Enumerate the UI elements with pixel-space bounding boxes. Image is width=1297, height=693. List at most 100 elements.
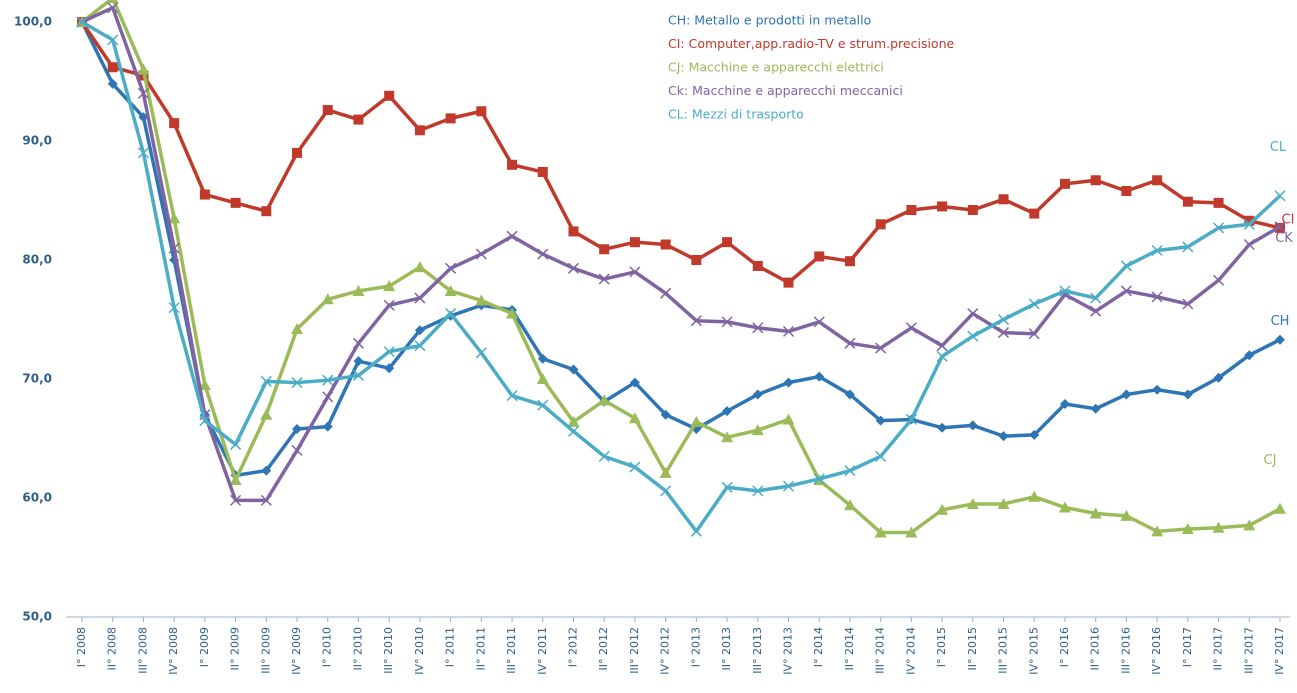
series [76,2,1286,506]
x-tick-label: III° 2011 [505,627,518,674]
legend-entry: CH: Metallo e prodotti in metallo [668,13,871,28]
marker [1028,490,1041,502]
x-tick-label: I° 2009 [198,627,211,667]
marker [107,34,119,46]
marker [1243,238,1255,251]
marker [752,389,763,400]
marker [998,431,1009,442]
marker [998,327,1010,339]
x-tick-label: II° 2012 [597,627,610,670]
x-tick-label: IV° 2013 [782,627,795,675]
marker [1182,389,1193,400]
marker [814,371,825,382]
x-tick-label: IV° 2011 [536,627,549,675]
marker [137,87,149,99]
marker [1274,190,1286,202]
marker [414,125,425,136]
marker [1151,525,1164,537]
marker [967,205,978,216]
marker [844,389,855,400]
end-label: CI [1282,212,1295,227]
marker [751,424,764,436]
marker [752,485,764,497]
marker [169,118,180,129]
marker [752,322,764,334]
legend-entry: CJ: Macchine e apparecchi elettrici [668,60,884,75]
marker [782,480,795,492]
marker [1090,292,1102,304]
marker [1151,291,1163,303]
marker [1182,196,1193,207]
marker [905,322,917,334]
marker [690,415,703,427]
series [77,17,1285,288]
marker [937,201,948,212]
marker [874,526,887,538]
x-tick-label: II° 2010 [351,627,364,670]
marker [783,377,794,388]
marker [536,373,549,384]
marker [383,280,396,292]
x-tick-label: III° 2014 [874,627,887,674]
marker [292,147,303,158]
x-tick-label: II° 2008 [106,627,119,670]
marker [721,481,733,493]
marker [1121,389,1132,400]
marker [1120,509,1133,521]
marker [106,0,119,4]
marker [137,147,149,159]
marker [353,356,364,367]
marker [843,499,856,511]
legend-entry: CI: Computer,app.radio-TV e strum.precis… [668,36,955,51]
x-tick-label: II° 2013 [720,627,733,670]
x-tick-label: III° 2010 [382,627,395,674]
end-label: CH [1271,314,1290,329]
marker [752,260,763,271]
marker [168,242,180,254]
marker [475,347,487,359]
x-tick-label: I° 2016 [1058,627,1071,667]
legend-entry: Ck: Macchine e apparecchi meccanici [668,83,903,98]
marker [690,315,702,327]
marker [567,415,580,427]
marker [967,308,979,320]
marker [905,526,918,538]
y-tick-label: 50,0 [22,610,52,624]
y-tick-label: 80,0 [22,253,52,267]
marker [506,307,519,319]
marker [1152,384,1163,395]
marker [998,194,1009,205]
marker [291,377,303,389]
marker [721,316,733,328]
marker [660,409,671,420]
x-tick-label: III° 2016 [1119,627,1132,674]
marker [321,293,334,305]
marker [629,237,640,248]
x-tick-label: II° 2015 [966,627,979,670]
marker [1089,507,1102,519]
line [80,21,1281,478]
x-tick-label: IV° 2017 [1273,627,1286,675]
x-tick-label: I° 2014 [812,627,825,667]
marker [628,412,641,424]
marker [598,273,610,285]
marker [353,114,364,125]
x-tick-label: IV° 2008 [167,627,180,675]
marker [230,197,241,208]
line [80,0,1281,535]
marker [292,423,303,434]
x-tick-label: IV° 2016 [1150,627,1163,675]
marker [690,525,702,537]
marker [1213,372,1224,383]
marker [567,262,580,274]
x-tick-label: II° 2017 [1212,627,1225,670]
marker [1090,175,1101,186]
marker [384,90,395,101]
x-tick-label: IV° 2014 [904,627,917,675]
marker [875,415,886,426]
marker [1243,218,1255,230]
marker [507,159,518,170]
marker [1121,185,1132,196]
x-tick-label: I° 2012 [566,627,579,667]
